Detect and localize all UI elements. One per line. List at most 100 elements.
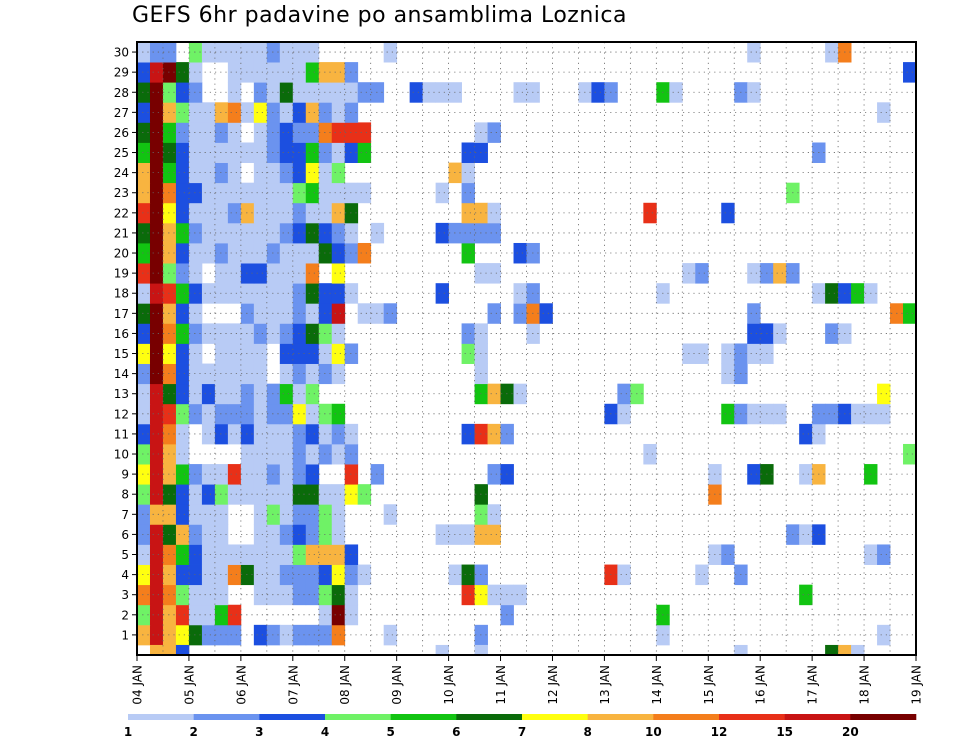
heatmap-cell [292,524,307,545]
heatmap-cell [799,423,813,445]
heatmap-cell [305,323,320,344]
heatmap-cell [253,624,268,646]
heatmap-cell [331,242,346,264]
heatmap-cell [149,484,164,505]
heatmap-cell [162,584,177,606]
heatmap-cell [279,423,294,445]
heatmap-cell [721,403,735,425]
heatmap-cell [137,62,151,83]
heatmap-cell [227,383,242,405]
heatmap-cell [188,464,203,485]
heatmap-cell [175,323,190,344]
heatmap-cell [227,423,242,445]
heatmap-cell [201,464,216,485]
heatmap-cell [188,283,203,304]
colorbar-segment [653,714,720,720]
heatmap-cell [344,222,359,244]
heatmap-cell [474,644,488,655]
heatmap-cell [240,323,255,344]
heatmap-cell [253,263,268,284]
heatmap-cell [279,464,294,485]
colorbar-segment [587,714,654,720]
heatmap-cell [331,162,346,184]
heatmap-cell [201,162,216,184]
heatmap-cell [292,162,307,184]
heatmap-cell [149,202,164,224]
heatmap-cell [214,263,229,284]
heatmap-cell [240,263,255,284]
heatmap-cell [137,182,151,204]
heatmap-cell [305,383,320,405]
heatmap-cell [279,323,294,344]
heatmap-cell [149,142,164,163]
heatmap-cell [292,484,307,505]
heatmap-cell [279,182,294,204]
colorbar-label: 3 [255,725,263,739]
heatmap-cell [253,162,268,184]
heatmap-cell [305,464,320,485]
heatmap-cell [331,283,346,304]
heatmap-cell [318,82,333,103]
y-tick-label: 29 [114,66,129,80]
heatmap-cell [162,363,177,385]
chart-title: GEFS 6hr padavine po ansamblima Loznica [132,3,627,28]
heatmap-cell [175,102,190,123]
heatmap-cell [188,102,203,123]
heatmap-cell [318,403,333,425]
heatmap-cell [214,162,229,184]
heatmap-cell [357,242,372,264]
colorbar-label: 2 [189,725,197,739]
heatmap-cell [305,443,320,465]
y-tick-label: 1 [121,628,129,642]
heatmap-cell [175,222,190,244]
colorbar-label: 20 [842,725,859,739]
heatmap-cell [162,62,177,83]
heatmap-cell [162,403,177,425]
heatmap-cell [344,484,359,505]
heatmap-cell [591,82,605,103]
heatmap-cell [188,524,203,545]
heatmap-cell [175,423,190,445]
heatmap-cell [149,263,164,284]
heatmap-cell [877,383,891,405]
heatmap-cell [253,383,268,405]
heatmap-cell [435,524,449,545]
heatmap-cell [227,62,242,83]
heatmap-cell [214,383,229,405]
heatmap-cell [461,242,475,264]
y-tick-label: 15 [114,347,129,361]
heatmap-cell [188,564,203,586]
heatmap-cell [825,403,839,425]
heatmap-cell [137,162,151,184]
heatmap-cell [331,202,346,224]
heatmap-cell [318,624,333,646]
heatmap-cell [253,443,268,465]
heatmap-cell [305,283,320,304]
heatmap-cell [266,182,281,204]
heatmap-cell [279,62,294,83]
heatmap-cell [137,263,151,284]
heatmap-cell [331,62,346,83]
heatmap-cell [318,504,333,525]
heatmap-cell [292,464,307,485]
heatmap-cell [344,443,359,465]
colorbar-segment [850,714,917,720]
heatmap-cell [162,283,177,304]
heatmap-cell [305,263,320,284]
heatmap-cell [279,263,294,284]
heatmap-cell [357,82,372,103]
heatmap-cell [669,82,683,103]
heatmap-cell [175,182,190,204]
heatmap-cell [318,524,333,545]
heatmap-cell [435,644,449,655]
heatmap-cell [201,202,216,224]
heatmap-cell [149,222,164,244]
heatmap-cell [487,202,501,224]
heatmap-cell [227,363,242,385]
heatmap-cell [137,303,151,324]
y-tick-label: 10 [114,448,129,462]
heatmap-cell [137,484,151,505]
heatmap-cell [240,343,255,364]
heatmap-cell [695,343,709,364]
